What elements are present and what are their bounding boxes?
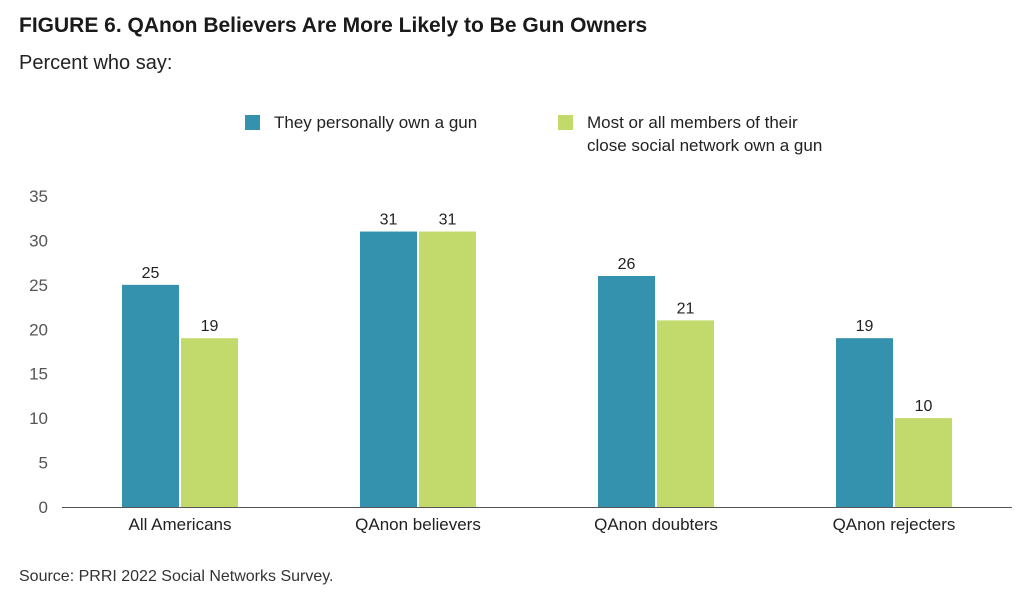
bar (657, 320, 714, 507)
bar (895, 418, 952, 507)
source-note: Source: PRRI 2022 Social Networks Survey… (19, 568, 334, 585)
data-label: 26 (618, 256, 636, 273)
y-tick-label: 35 (29, 187, 48, 206)
data-label: 25 (142, 265, 160, 282)
y-tick-label: 5 (39, 454, 48, 473)
data-label: 19 (856, 318, 874, 335)
chart-subtitle: Percent who say: (19, 52, 173, 74)
y-tick-label: 15 (29, 365, 48, 384)
y-tick-label: 20 (29, 320, 48, 339)
y-tick-label: 30 (29, 231, 48, 250)
data-label: 19 (201, 318, 219, 335)
y-tick-label: 0 (39, 498, 48, 517)
y-tick-label: 25 (29, 276, 48, 295)
data-label: 31 (380, 212, 398, 229)
data-label: 21 (677, 300, 695, 317)
bar (360, 231, 417, 508)
data-label: 31 (439, 212, 457, 229)
legend-swatch-network-gun (558, 115, 573, 130)
data-label: 10 (915, 398, 933, 415)
y-tick-label: 10 (29, 409, 48, 428)
bar (122, 284, 179, 507)
bar (836, 338, 893, 507)
x-category-label: QAnon doubters (594, 515, 718, 534)
legend-item-network-gun: Most or all members of their close socia… (558, 111, 822, 157)
x-category-label: All Americans (129, 515, 232, 534)
legend-item-own-gun: They personally own a gun (245, 111, 477, 134)
x-category-label: QAnon rejecters (833, 515, 956, 534)
legend-swatch-own-gun (245, 115, 260, 130)
x-category-label: QAnon believers (355, 515, 481, 534)
chart-title: FIGURE 6. QAnon Believers Are More Likel… (19, 14, 648, 37)
legend-label-own-gun: They personally own a gun (274, 113, 478, 132)
legend-label-network-gun: Most or all members of their close socia… (587, 113, 823, 155)
bar (598, 275, 655, 507)
bar (181, 338, 238, 507)
bar (419, 231, 476, 508)
